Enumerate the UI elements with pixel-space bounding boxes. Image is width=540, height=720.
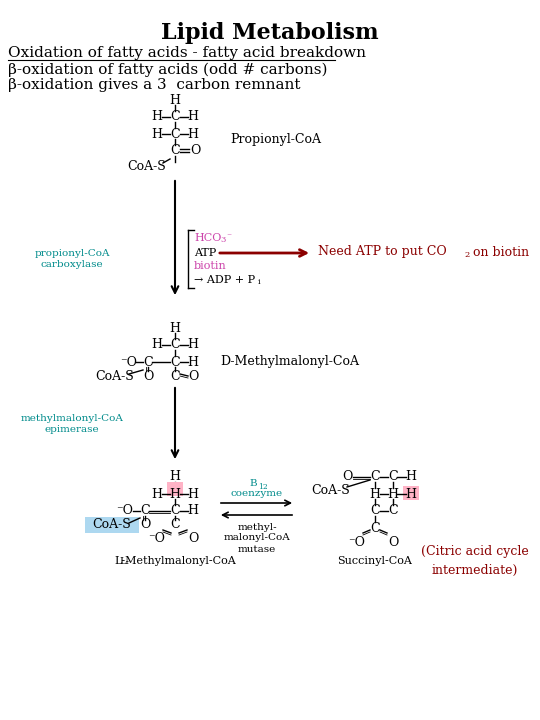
Text: C: C <box>370 470 380 484</box>
Text: H: H <box>170 470 180 484</box>
Text: O: O <box>190 145 200 158</box>
Text: H: H <box>187 338 199 351</box>
Text: methyl-: methyl- <box>237 523 277 531</box>
Text: → ADP + P: → ADP + P <box>194 275 255 285</box>
Text: C: C <box>170 505 180 518</box>
Text: O: O <box>388 536 398 549</box>
Text: HCO: HCO <box>194 233 221 243</box>
Text: C: C <box>170 369 180 382</box>
Text: CoA-S: CoA-S <box>312 484 350 497</box>
Text: coenzyme: coenzyme <box>231 488 283 498</box>
Text: Lipid Metabolism: Lipid Metabolism <box>161 22 379 44</box>
Text: D-Methylmalonyl-CoA: D-Methylmalonyl-CoA <box>220 356 359 369</box>
Text: H: H <box>187 110 199 124</box>
Text: C: C <box>388 470 398 484</box>
FancyBboxPatch shape <box>85 517 139 533</box>
Text: H: H <box>388 487 399 500</box>
Text: C: C <box>170 145 180 158</box>
Text: C: C <box>143 356 153 369</box>
Text: ⁻O: ⁻O <box>117 505 133 518</box>
FancyBboxPatch shape <box>167 482 183 496</box>
Text: mutase: mutase <box>238 544 276 554</box>
Text: i: i <box>258 278 261 286</box>
Text: O: O <box>342 470 352 484</box>
Text: Need ATP to put CO: Need ATP to put CO <box>318 246 447 258</box>
Text: H: H <box>406 470 416 484</box>
Text: ⁻O: ⁻O <box>120 356 138 369</box>
Text: biotin: biotin <box>194 261 227 271</box>
Text: CoA-S: CoA-S <box>127 161 166 174</box>
Text: C: C <box>140 505 150 518</box>
Text: CoA-S: CoA-S <box>93 518 131 531</box>
Text: H: H <box>152 487 163 500</box>
Text: H: H <box>187 505 199 518</box>
Text: O: O <box>140 518 150 531</box>
Text: C: C <box>370 505 380 518</box>
Text: malonyl-CoA: malonyl-CoA <box>224 534 291 542</box>
Text: H: H <box>152 338 163 351</box>
Text: 2: 2 <box>464 251 469 259</box>
Text: H: H <box>187 487 199 500</box>
Text: B: B <box>249 480 257 488</box>
Text: H: H <box>187 356 199 369</box>
Text: ⁻O: ⁻O <box>148 533 165 546</box>
Text: 12: 12 <box>258 483 268 491</box>
Text: CoA-S: CoA-S <box>96 369 134 382</box>
Text: C: C <box>170 518 180 531</box>
Text: Oxidation of fatty acids - fatty acid breakdown: Oxidation of fatty acids - fatty acid br… <box>8 46 366 60</box>
Text: propionyl-CoA
carboxylase: propionyl-CoA carboxylase <box>34 248 110 269</box>
Text: O: O <box>188 533 198 546</box>
Text: H: H <box>187 127 199 140</box>
Text: C: C <box>170 338 180 351</box>
Text: methylmalonyl-CoA
epimerase: methylmalonyl-CoA epimerase <box>21 413 124 434</box>
Text: ⁻O: ⁻O <box>348 536 366 549</box>
Text: on biotin: on biotin <box>469 246 529 258</box>
Text: C: C <box>170 110 180 124</box>
Text: C: C <box>170 127 180 140</box>
Text: H: H <box>152 127 163 140</box>
FancyBboxPatch shape <box>403 486 419 500</box>
Text: O: O <box>188 369 198 382</box>
Text: β-oxidation gives a 3  carbon remnant: β-oxidation gives a 3 carbon remnant <box>8 78 300 92</box>
Text: ⁻: ⁻ <box>226 233 231 241</box>
Text: C: C <box>170 356 180 369</box>
Text: H: H <box>152 110 163 124</box>
Text: H: H <box>406 487 416 500</box>
Text: (Citric acid cycle
intermediate): (Citric acid cycle intermediate) <box>421 546 529 577</box>
Text: Propionyl-CoA: Propionyl-CoA <box>230 133 321 146</box>
Text: C: C <box>370 521 380 534</box>
Text: L-: L- <box>119 557 129 565</box>
Text: C: C <box>388 505 398 518</box>
Text: H: H <box>369 487 381 500</box>
Text: O: O <box>143 369 153 382</box>
Text: Succinyl-CoA: Succinyl-CoA <box>338 556 413 566</box>
Text: 3: 3 <box>220 236 225 244</box>
Text: ATP: ATP <box>194 248 216 258</box>
Text: L-Methylmalonyl-CoA: L-Methylmalonyl-CoA <box>114 556 236 566</box>
Text: H: H <box>170 94 180 107</box>
Text: β-oxidation of fatty acids (odd # carbons): β-oxidation of fatty acids (odd # carbon… <box>8 63 327 77</box>
Text: H: H <box>170 487 180 500</box>
Text: H: H <box>170 322 180 335</box>
